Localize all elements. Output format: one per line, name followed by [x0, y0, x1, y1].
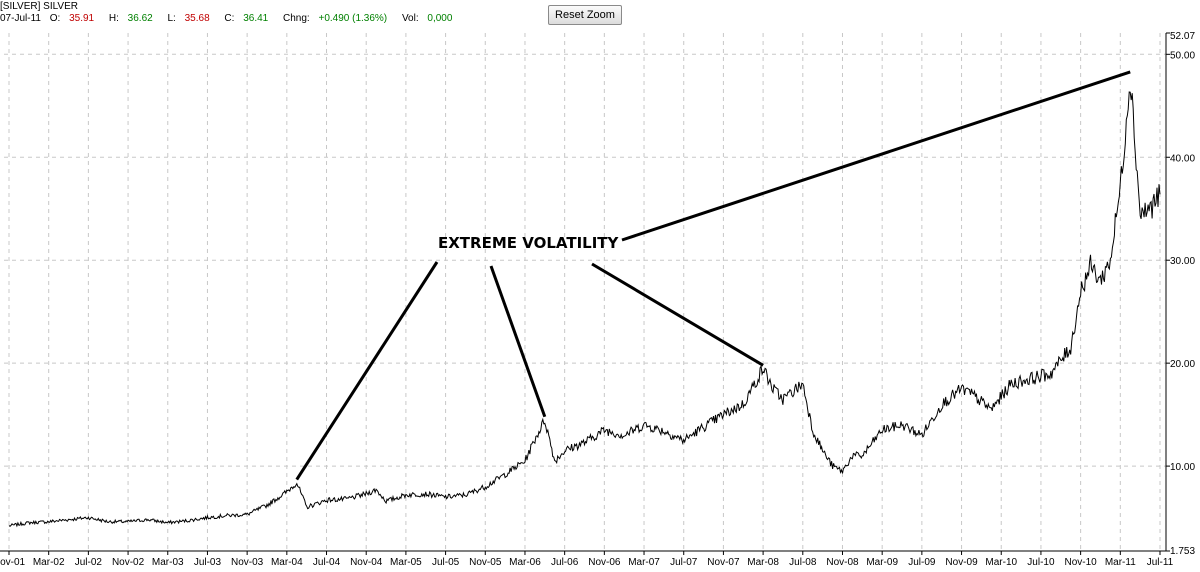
change-value: +0.490 (1.36%) — [318, 13, 388, 24]
x-axis-ticks: Nov-01 Mar-02 Jul-02 Nov-02 Mar-03 Jul-03 Nov-… — [0, 551, 1174, 568]
y-tick-label: 10.00 — [1170, 462, 1195, 473]
y-tick-label: 1.753 — [1170, 546, 1195, 557]
annotation-arrow — [489, 265, 547, 418]
x-tick-label: Mar-03 — [152, 557, 184, 568]
y-tick-label: 30.00 — [1170, 256, 1195, 267]
y-axis-ticks: 1.753 10.00 20.00 30.00 40.00 50.00 52.07 — [1166, 31, 1195, 557]
x-tick-label: Nov-04 — [350, 557, 383, 568]
y-tick-label: 20.00 — [1170, 359, 1195, 370]
annotation-group: EXTREME VOLATILITY — [295, 70, 1131, 481]
x-tick-label: Mar-06 — [509, 557, 541, 568]
quote-change: Chng: +0.490 (1.36%) — [283, 13, 393, 24]
high-value: 36.62 — [127, 13, 153, 24]
x-tick-label: Nov-08 — [826, 557, 859, 568]
x-tick-label: Nov-02 — [112, 557, 145, 568]
quote-date: 07-Jul-11 — [0, 13, 41, 24]
quote-line: 07-Jul-11 O: 35.91 H: 36.62 L: 35.68 C: … — [0, 13, 464, 25]
volume-label: Vol: — [401, 13, 419, 24]
annotation-arrow — [295, 261, 439, 481]
quote-high: H: 36.62 — [109, 13, 159, 24]
quote-volume: Vol: 0,000 — [402, 13, 459, 24]
annotation-arrow — [591, 262, 764, 367]
high-label: H: — [108, 13, 119, 24]
quote-close: C: 36.41 — [224, 13, 274, 24]
x-tick-label: Nov-05 — [469, 557, 502, 568]
x-tick-label: Mar-09 — [866, 557, 898, 568]
volume-value: 0,000 — [427, 13, 453, 24]
close-label: C: — [224, 13, 235, 24]
grid-lines — [4, 33, 1166, 551]
price-line — [8, 91, 1161, 528]
x-tick-label: Mar-04 — [271, 557, 303, 568]
annotation-arrow — [621, 70, 1131, 242]
annotation-text: EXTREME VOLATILITY — [438, 234, 620, 252]
x-tick-label: Nov-06 — [588, 557, 621, 568]
x-tick-label: Jul-05 — [432, 557, 460, 568]
x-tick-label: Jul-09 — [908, 557, 936, 568]
x-tick-label: Jul-10 — [1027, 557, 1055, 568]
x-tick-label: Jul-04 — [313, 557, 341, 568]
x-tick-label: Jul-06 — [551, 557, 579, 568]
axes — [0, 33, 1167, 552]
x-tick-label: Nov-07 — [707, 557, 740, 568]
x-tick-label: Nov-10 — [1064, 557, 1097, 568]
low-value: 35.68 — [184, 13, 210, 24]
x-tick-label: Nov-01 — [0, 557, 26, 568]
x-tick-label: Mar-05 — [390, 557, 422, 568]
low-label: L: — [167, 13, 176, 24]
x-tick-label: Jul-11 — [1147, 557, 1174, 568]
x-tick-label: Nov-03 — [231, 557, 264, 568]
open-label: O: — [49, 13, 61, 24]
x-tick-label: Jul-08 — [789, 557, 817, 568]
x-tick-label: Mar-02 — [33, 557, 65, 568]
x-tick-label: Mar-10 — [985, 557, 1017, 568]
x-tick-label: Nov-09 — [945, 557, 978, 568]
y-tick-label: 40.00 — [1170, 153, 1195, 164]
chart-title: [SILVER] SILVER — [0, 1, 78, 12]
x-tick-label: Jul-07 — [670, 557, 698, 568]
y-tick-label: 50.00 — [1170, 50, 1195, 61]
close-value: 36.41 — [243, 13, 269, 24]
quote-open: O: 35.91 — [50, 13, 100, 24]
open-value: 35.91 — [69, 13, 95, 24]
series-group — [8, 91, 1161, 528]
y-tick-label: 52.07 — [1170, 31, 1195, 42]
x-tick-label: Mar-11 — [1105, 557, 1136, 568]
reset-zoom-button[interactable]: Reset Zoom — [548, 5, 622, 25]
x-tick-label: Mar-08 — [747, 557, 779, 568]
x-tick-label: Jul-02 — [75, 557, 103, 568]
x-tick-label: Mar-07 — [628, 557, 660, 568]
quote-low: L: 35.68 — [167, 13, 215, 24]
x-tick-label: Jul-03 — [194, 557, 222, 568]
change-label: Chng: — [283, 13, 310, 24]
